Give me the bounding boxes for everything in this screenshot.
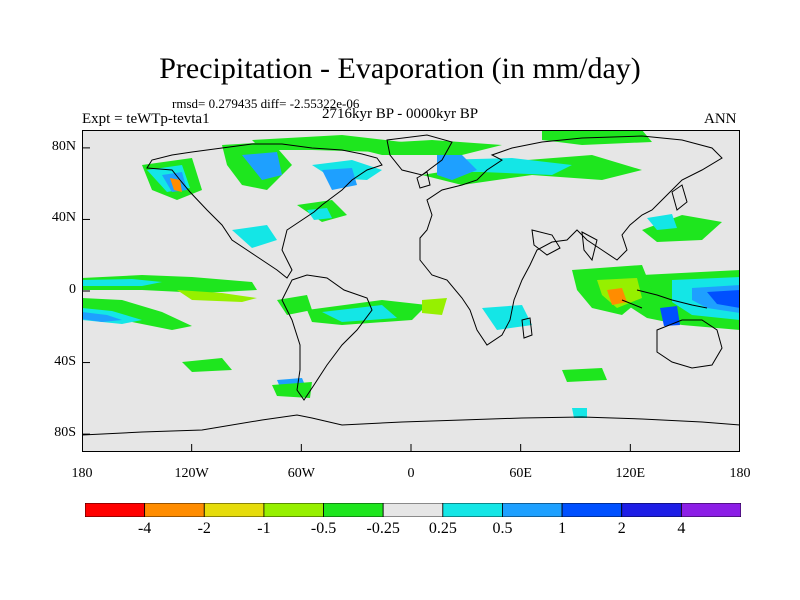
field-patch: [322, 168, 357, 190]
field-patch: [82, 312, 122, 322]
anomaly-fields: [82, 130, 740, 418]
colorbar-swatch: [561, 503, 623, 517]
colorbar-label: 0.25: [428, 520, 457, 537]
stats-label: rmsd= 0.279435 diff= -2.55322e-06: [172, 96, 360, 111]
y-tick-label: 0: [69, 282, 76, 297]
colorbar-swatch: [442, 503, 503, 517]
colorbar-label: 1: [558, 520, 567, 537]
period-label: 2716kyr BP - 0000kyr BP: [322, 106, 479, 122]
x-tick-label: 180: [729, 466, 751, 481]
colorbar-label: -0.25: [366, 520, 400, 537]
field-patch: [660, 306, 680, 326]
field-patch: [242, 152, 282, 180]
y-tick-label: 40S: [54, 353, 76, 369]
field-patch: [182, 358, 232, 372]
field-patch: [232, 225, 277, 248]
greenland-coast: [386, 134, 453, 176]
colorbar-label: 4: [677, 520, 686, 537]
colorbar-label: -0.5: [310, 520, 337, 537]
field-patch: [322, 305, 397, 322]
colorbar-swatch: [502, 503, 563, 517]
field-patch: [647, 214, 677, 230]
colorbar-swatch: [144, 503, 205, 517]
y-tick-label: 80N: [51, 138, 76, 154]
field-patch: [307, 208, 332, 220]
season-label: ANN: [704, 111, 737, 127]
field-patch: [642, 215, 722, 242]
field-patch: [437, 155, 477, 180]
colorbar-swatch: [382, 503, 444, 517]
australia-coast: [656, 319, 723, 369]
map-frame: [82, 130, 740, 452]
colorbar-swatch: [323, 503, 384, 517]
field-patch: [342, 140, 502, 155]
field-patch: [482, 305, 532, 330]
colorbar-label: 2: [617, 520, 626, 537]
south-america-coast: [281, 274, 373, 401]
x-axis-ticks: [82, 444, 740, 452]
field-patch: [170, 178, 182, 192]
y-tick-label: 40N: [51, 210, 76, 226]
colorbar-label: -4: [137, 520, 152, 537]
europe-africa-coast: [419, 135, 723, 346]
field-patch: [277, 295, 312, 315]
india-coast: [581, 231, 598, 262]
colorbar: [85, 503, 741, 517]
madagascar-coast: [521, 317, 533, 339]
x-tick-label: 180: [71, 466, 93, 481]
plot-title: Precipitation - Evaporation (in mm/day): [159, 52, 641, 85]
field-patch: [272, 382, 312, 398]
field-patch: [422, 298, 447, 315]
colorbar-swatch: [263, 503, 324, 517]
y-tick-label: 80S: [54, 425, 76, 441]
uk-coast: [416, 171, 431, 189]
field-patch: [572, 408, 587, 418]
coastlines: [82, 134, 740, 436]
x-tick-label: 60W: [287, 466, 315, 481]
x-tick-label: 0: [407, 466, 415, 481]
field-patch: [707, 290, 740, 308]
experiment-label: Expt = teWTp-tevta1: [82, 111, 210, 127]
colorbar-swatch: [621, 503, 682, 517]
colorbar-swatch: [85, 503, 146, 517]
japan-coast: [671, 184, 688, 211]
map-panel: [82, 130, 740, 452]
field-patch: [82, 279, 162, 286]
field-patch: [607, 288, 627, 305]
x-tick-label: 120W: [174, 466, 209, 481]
colorbar-swatch: [203, 503, 265, 517]
field-patch: [177, 290, 257, 302]
x-tick-label: 120E: [615, 466, 646, 481]
y-axis-ticks: [82, 147, 90, 435]
colorbar-swatch: [680, 503, 741, 517]
field-patch: [562, 368, 607, 382]
colorbar-label: 0.5: [492, 520, 513, 537]
arabia-coast: [531, 229, 561, 256]
indonesia-coast: [621, 289, 708, 309]
antarctica-coast: [82, 414, 740, 436]
colorbar-label: -2: [197, 520, 211, 537]
north-america-coast: [146, 143, 383, 279]
x-tick-label: 60E: [509, 466, 532, 481]
colorbar-label: -1: [257, 520, 271, 537]
field-patch: [82, 298, 192, 330]
